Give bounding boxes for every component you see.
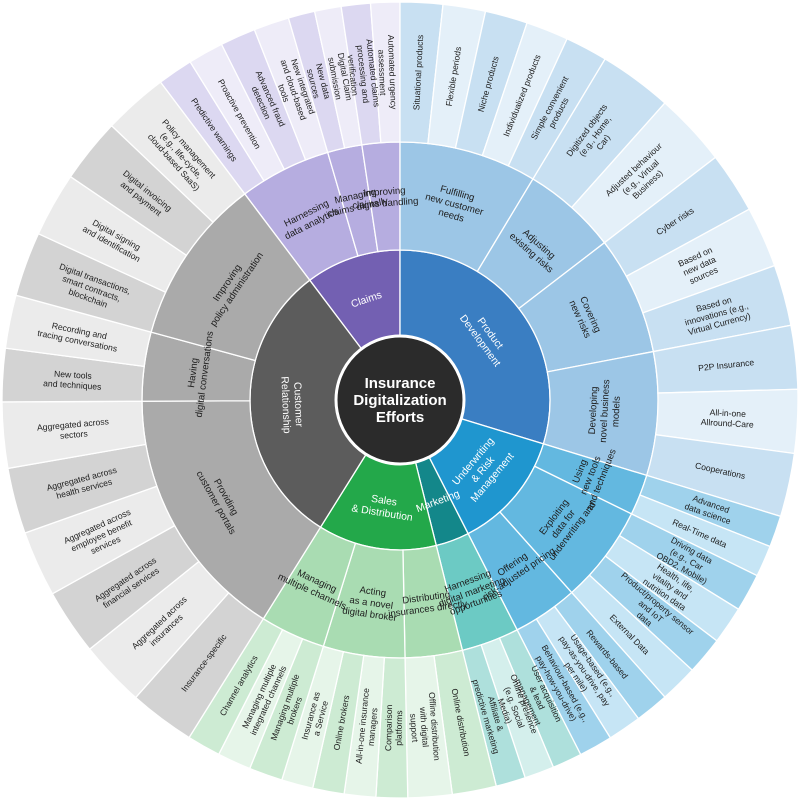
center-hub (334, 334, 466, 466)
item-label: Comparisonplatforms (383, 704, 404, 751)
area-label: CustomerRelationship (278, 376, 304, 434)
item-label: Situational products (411, 35, 425, 111)
item-label: Offline distributionwith digitalsupport (407, 692, 443, 763)
center-title: Insurance Digitalization Efforts (353, 375, 446, 426)
item-label: Automated urgencyassessment (376, 35, 399, 111)
item-label: All-in-oneAllround-Care (700, 407, 754, 430)
group-label: Developingnovel businessmodels (586, 378, 623, 443)
item-policy-management-e-g-life-cycle-cloud-based-saas (110, 81, 246, 224)
group-label: Improvingclaims handling (351, 184, 419, 211)
group-label: Actingas a noveldigital broker (342, 583, 402, 624)
item-label: New toolsand techniques (43, 368, 102, 392)
